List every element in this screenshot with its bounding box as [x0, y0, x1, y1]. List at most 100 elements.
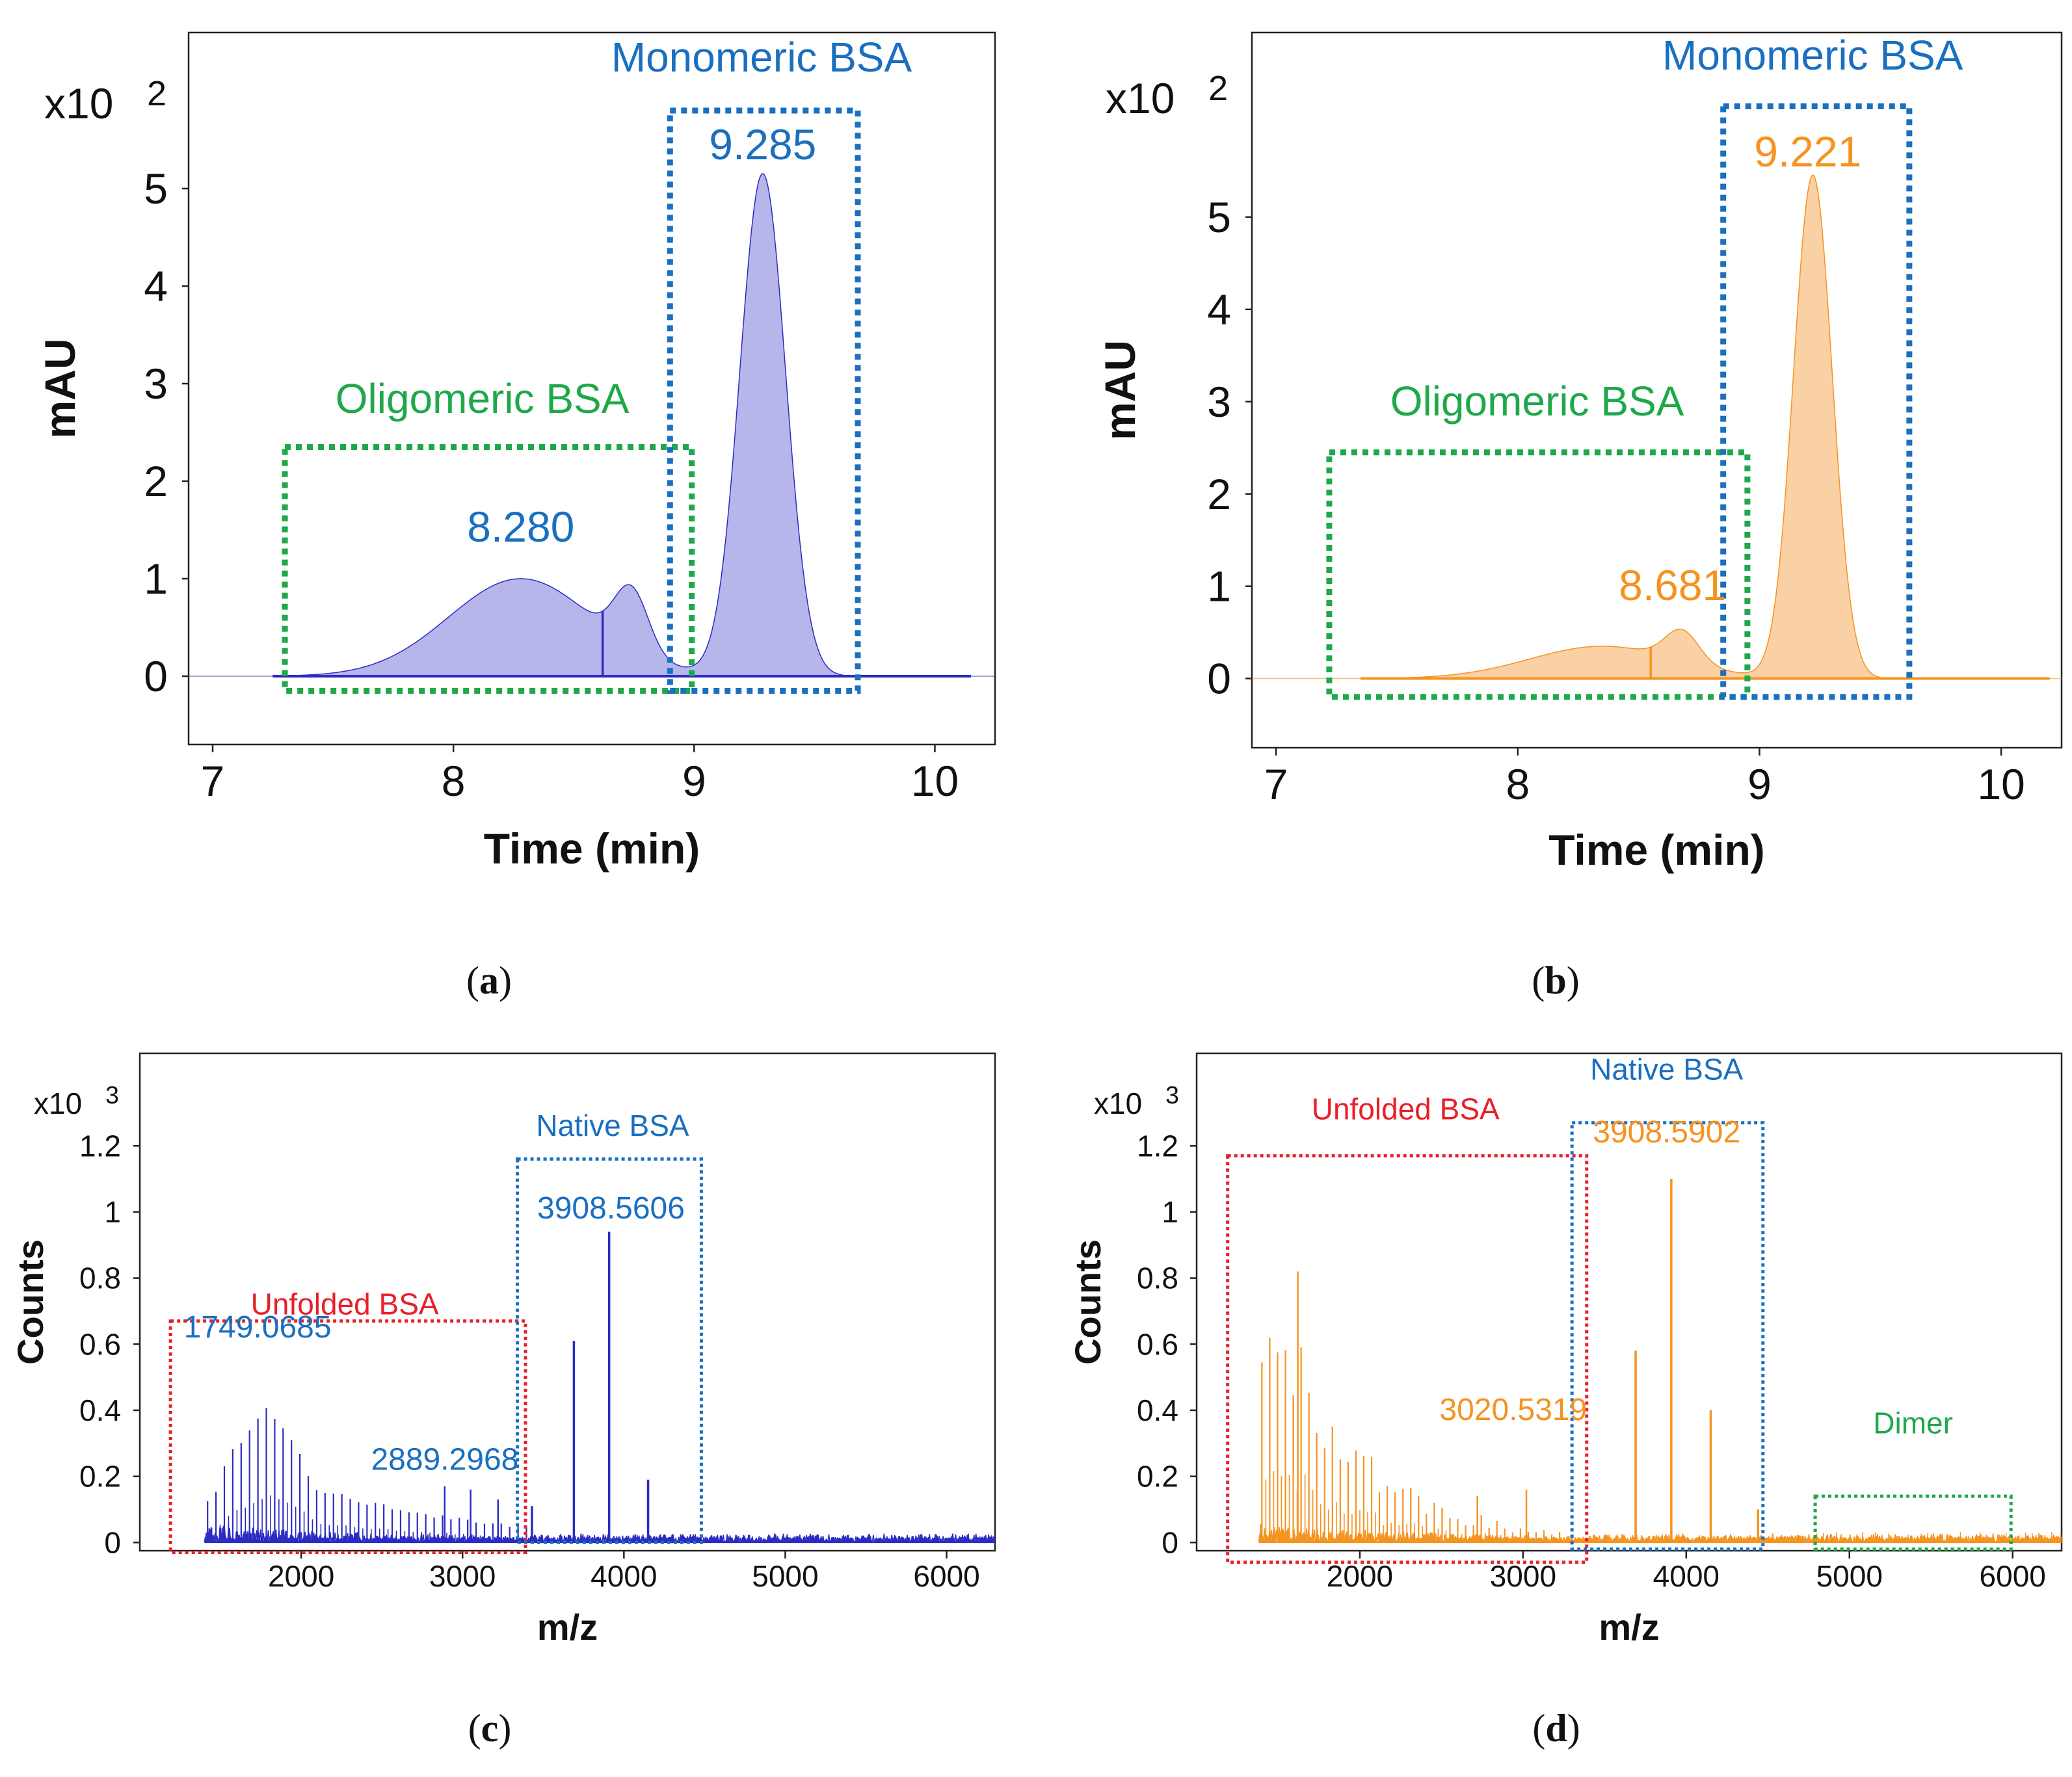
y-tick-label: 0	[104, 1525, 121, 1559]
x-tick-label: 8	[442, 757, 466, 805]
x-tick-label: 2000	[268, 1559, 334, 1593]
y-tick-label: 0.6	[1137, 1327, 1178, 1361]
region-title: Oligomeric BSA	[1390, 378, 1684, 425]
y-tick-label: 1.2	[79, 1129, 121, 1163]
axis-multiplier-exponent: 2	[147, 74, 166, 113]
peak-label: 3020.5319	[1439, 1393, 1587, 1427]
y-tick-label: 0	[1207, 655, 1231, 703]
region-title: Monomeric BSA	[1662, 32, 1963, 79]
y-tick-label: 2	[144, 457, 168, 505]
plot-frame	[139, 1052, 996, 1552]
axis-multiplier-exponent: 3	[105, 1081, 119, 1109]
peak-label: 1749.0685	[184, 1310, 332, 1345]
x-tick-label: 10	[1977, 760, 2025, 808]
panel-caption-letter: a	[479, 959, 499, 1002]
x-tick-label: 3000	[1490, 1559, 1556, 1593]
y-tick-label: 0.6	[79, 1327, 121, 1361]
x-tick-label: 2000	[1327, 1559, 1393, 1593]
x-tick-label: 9	[682, 757, 706, 805]
peak-label: 2889.2968	[371, 1442, 518, 1477]
y-tick-label: 3	[144, 360, 168, 408]
region-title: Unfolded BSA	[1312, 1092, 1500, 1126]
y-axis-label: mAU	[36, 338, 84, 438]
y-tick-label: 0.4	[79, 1393, 121, 1427]
peak-label: 8.681	[1619, 561, 1726, 609]
chart-b: 0 1 2 3 4 5 7 8 9 10 Time (min) mAU x10 2 8.681 9.221 Ol…	[1096, 31, 2063, 1002]
plot-area	[1252, 174, 2062, 680]
x-tick-label: 9	[1747, 760, 1772, 808]
x-axis-label: m/z	[1599, 1607, 1659, 1648]
y-tick-label: 1	[144, 555, 168, 603]
y-tick-label: 0.4	[1137, 1393, 1178, 1427]
axis-multiplier: x10	[1094, 1086, 1142, 1120]
y-tick-label: 0.8	[79, 1261, 121, 1295]
chart-a: 0 1 2 3 4 5 7 8 9 10 Time (min) mAU x10 2 8.280 9.285 Ol…	[36, 31, 996, 1002]
panel-caption: (c)	[468, 1707, 512, 1750]
y-axis-label: mAU	[1096, 340, 1144, 440]
axis-multiplier: x10	[34, 1086, 82, 1120]
y-tick-label: 4	[144, 262, 168, 310]
y-tick-label: 0.2	[79, 1460, 121, 1494]
chart-c: 0 0.2 0.4 0.6 0.8 1 1.2 2000 3000 4000 5000 6000 m/z…	[10, 1052, 996, 1750]
plot-area	[204, 1231, 995, 1544]
plot-area	[189, 173, 995, 678]
y-tick-label: 0	[144, 652, 168, 700]
y-axis-label: Counts	[10, 1239, 51, 1365]
chart-d: 0 0.2 0.4 0.6 0.8 1 1.2 2000 3000 4000 5000 6000 m/z…	[1067, 1052, 2063, 1750]
region-box-oligomeric-bsa	[282, 444, 695, 694]
x-axis-label: Time (min)	[1548, 826, 1764, 874]
y-tick-label: 5	[1207, 193, 1231, 241]
x-tick-label: 10	[911, 757, 959, 805]
spectrum-noise	[204, 1525, 995, 1544]
panel-caption: (a)	[466, 959, 512, 1002]
y-tick-label: 5	[144, 165, 168, 213]
region-box-native-bsa	[1570, 1121, 1765, 1551]
y-tick-label: 2	[1207, 470, 1231, 518]
panel-caption-letter: b	[1545, 959, 1566, 1002]
y-tick-label: 4	[1207, 285, 1231, 334]
axis-multiplier-exponent: 3	[1165, 1081, 1179, 1109]
axis-multiplier: x10	[1106, 74, 1175, 122]
peak-label: 9.285	[709, 120, 816, 168]
y-tick-label: 1.2	[1137, 1129, 1178, 1163]
plot-frame	[1251, 31, 2063, 749]
x-tick-label: 4000	[591, 1559, 657, 1593]
x-tick-label: 4000	[1653, 1559, 1720, 1593]
x-tick-label: 7	[201, 757, 225, 805]
plot-frame	[187, 31, 996, 746]
x-tick-label: 5000	[752, 1559, 818, 1593]
panel-caption-letter: c	[481, 1707, 499, 1750]
y-tick-label: 3	[1207, 378, 1231, 426]
x-tick-label: 8	[1506, 760, 1530, 808]
region-box-monomeric-bsa	[667, 107, 861, 694]
x-axis-label: m/z	[537, 1607, 598, 1648]
region-box-monomeric-bsa	[1720, 103, 1913, 700]
region-title: Dimer	[1873, 1406, 1953, 1440]
region-title: Monomeric BSA	[611, 34, 912, 81]
x-tick-label: 5000	[1816, 1559, 1883, 1593]
peak-label: 8.280	[467, 503, 574, 551]
x-tick-label: 7	[1264, 760, 1288, 808]
plot-frame	[1195, 1052, 2063, 1552]
region-box-dimer	[1813, 1494, 2013, 1551]
region-title: Unfolded BSA	[251, 1287, 439, 1321]
x-axis-label: Time (min)	[484, 824, 700, 873]
region-title: Native BSA	[1590, 1053, 1744, 1086]
region-title: Native BSA	[536, 1109, 689, 1142]
y-tick-label: 0	[1162, 1525, 1178, 1559]
y-tick-label: 1	[104, 1195, 121, 1229]
x-tick-label: 6000	[913, 1559, 979, 1593]
y-tick-label: 0.2	[1137, 1460, 1178, 1494]
region-box-unfolded-bsa	[1226, 1154, 1589, 1564]
peak-label: 9.221	[1754, 127, 1861, 176]
y-tick-label: 1	[1162, 1195, 1178, 1229]
x-tick-label: 6000	[1980, 1559, 2046, 1593]
axis-multiplier: x10	[44, 79, 113, 127]
panel-caption: (d)	[1532, 1707, 1580, 1750]
panel-caption-letter: d	[1545, 1707, 1567, 1750]
region-title: Oligomeric BSA	[336, 375, 630, 422]
axis-multiplier-exponent: 2	[1208, 69, 1228, 108]
peak-label: 3908.5902	[1593, 1115, 1740, 1150]
spectrum-noise	[1258, 1523, 2062, 1544]
